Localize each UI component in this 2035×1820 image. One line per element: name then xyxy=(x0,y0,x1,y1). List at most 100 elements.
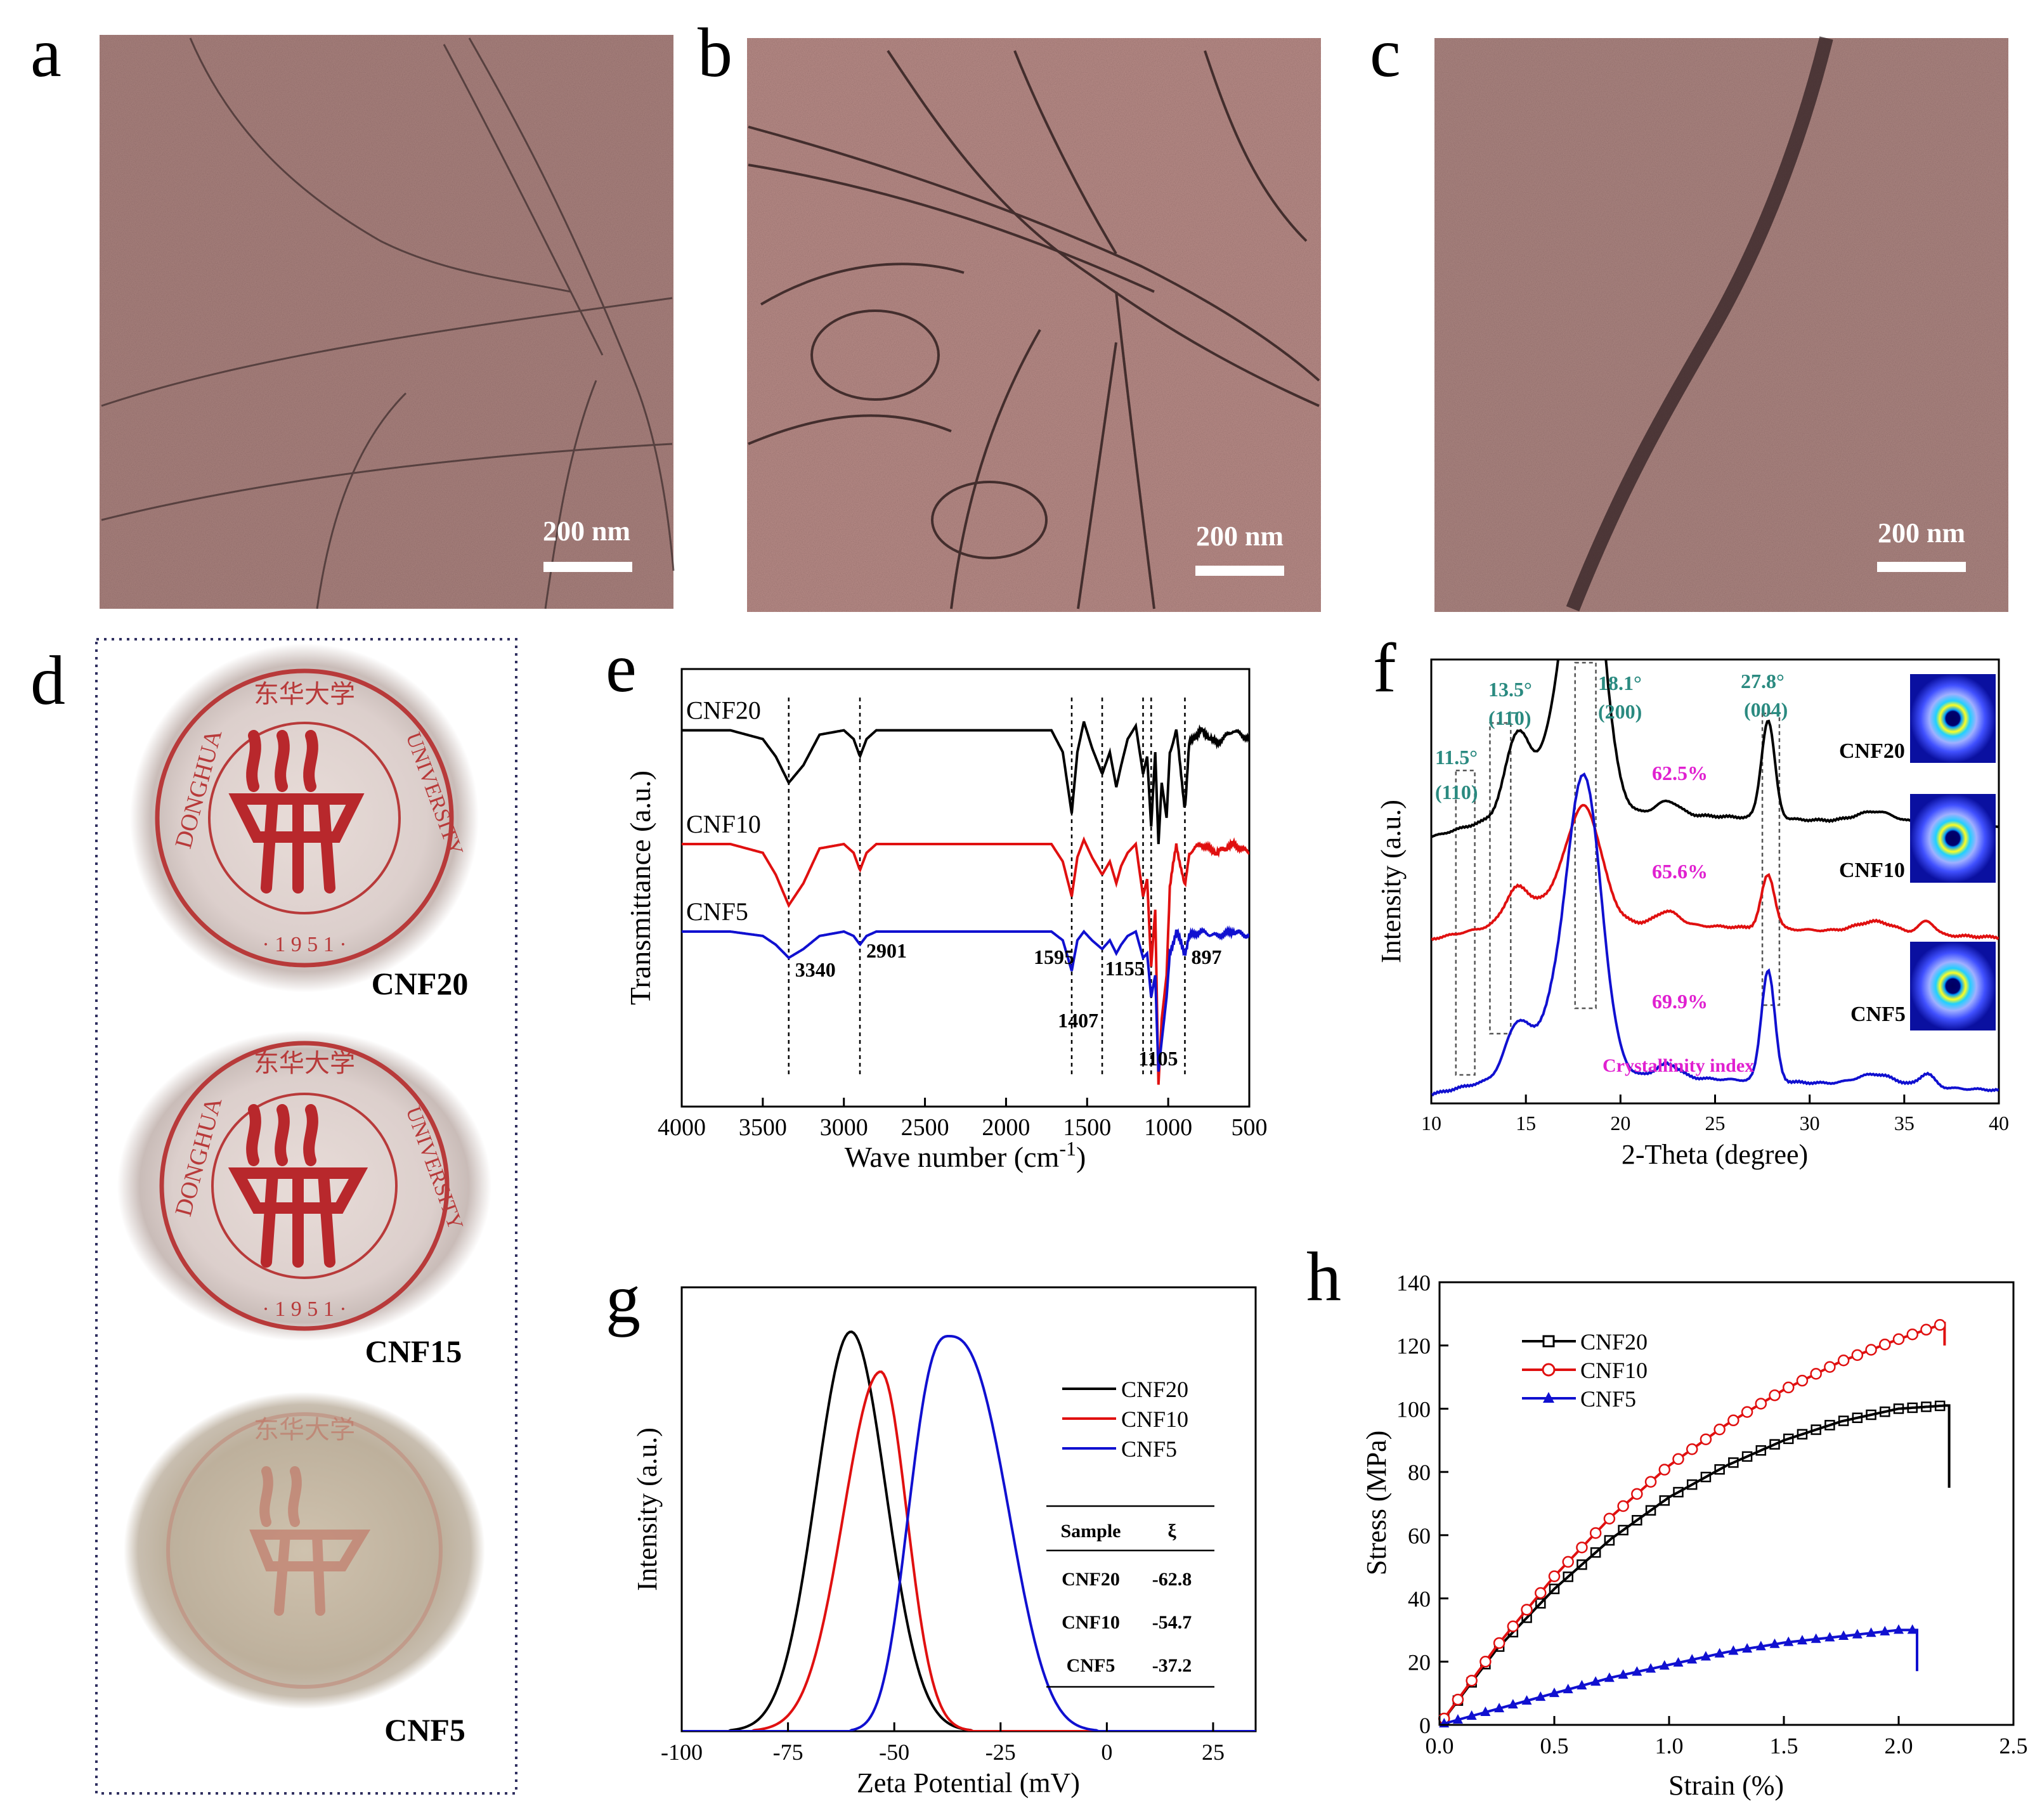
data-point xyxy=(1700,1471,1712,1483)
data-point xyxy=(1658,1464,1671,1476)
data-point xyxy=(1797,1429,1808,1440)
data-point xyxy=(1672,1453,1684,1466)
series-line-cnf20 xyxy=(682,721,1249,845)
data-point xyxy=(1590,1676,1601,1686)
data-point xyxy=(1494,1703,1505,1713)
table-cell: -37.2 xyxy=(1152,1655,1192,1676)
photo-label-cnf20: CNF20 xyxy=(372,966,469,1001)
ylabel-f: Intensity (a.u.) xyxy=(1375,800,1407,963)
data-point xyxy=(1769,1638,1780,1648)
data-point xyxy=(1797,1635,1807,1645)
data-point xyxy=(1535,1587,1547,1599)
y-tick-label: 100 xyxy=(1396,1396,1431,1422)
data-point xyxy=(1769,1439,1780,1450)
data-point xyxy=(1880,1406,1890,1417)
data-point xyxy=(1865,1344,1877,1356)
film-photo-cnf5: 东华大学 CNF5 xyxy=(124,1392,485,1748)
data-point xyxy=(1521,1604,1533,1616)
data-point xyxy=(1563,1684,1573,1694)
data-point xyxy=(1686,1443,1698,1455)
data-point xyxy=(1727,1414,1739,1427)
data-point xyxy=(1892,1333,1905,1345)
y-tick-label: 80 xyxy=(1408,1460,1431,1485)
x-tick-label: 3000 xyxy=(820,1114,868,1141)
data-point xyxy=(1824,1632,1835,1642)
data-point xyxy=(1687,1654,1698,1664)
peak-angle-label: 18.1° xyxy=(1598,672,1642,694)
data-point xyxy=(1728,1457,1739,1468)
data-point xyxy=(1590,1547,1601,1558)
data-point xyxy=(1507,1620,1519,1632)
y-tick-label: 60 xyxy=(1408,1523,1431,1549)
saxs-pattern-cnf5 xyxy=(1910,942,1996,1030)
x-tick-label: -50 xyxy=(879,1739,909,1765)
panel-g: g -100 -75 -50 -25 0 25 CNF20 CNF10 CNF5 Sample… xyxy=(606,1260,1257,1798)
x-tick-label: 1500 xyxy=(1063,1114,1111,1141)
peak-angle-label: 27.8° xyxy=(1741,670,1785,692)
x-tick-label: 15 xyxy=(1516,1112,1536,1134)
data-point xyxy=(1632,1666,1642,1676)
data-point xyxy=(1866,1627,1876,1637)
svg-text:东华大学: 东华大学 xyxy=(254,1415,355,1444)
peak-box xyxy=(1574,661,1597,1010)
series-line-cnf10 xyxy=(682,1370,1256,1731)
series-line-cnf5 xyxy=(682,1335,1256,1731)
data-point xyxy=(1894,1624,1904,1634)
data-point xyxy=(1645,1505,1656,1516)
panel-f: f 10 15 20 25 30 35 40 11.5° (110) 13.5° (11̄0) 18… xyxy=(1373,629,2009,1170)
legend-label: CNF20 xyxy=(1580,1329,1648,1355)
fibrils-b xyxy=(748,49,1320,609)
series-label-cnf5: CNF5 xyxy=(686,897,748,926)
x-tick-label: 10 xyxy=(1421,1112,1441,1134)
x-tick-label: 2000 xyxy=(982,1114,1030,1141)
saxs-insets xyxy=(1910,674,1996,1030)
data-point xyxy=(1577,1680,1587,1690)
data-point xyxy=(1769,1389,1781,1401)
data-point xyxy=(1880,1625,1890,1635)
data-point xyxy=(1837,1354,1850,1367)
x-tick-label: 1.5 xyxy=(1770,1733,1798,1758)
x-tick-label: 0 xyxy=(1101,1739,1112,1765)
legend-label: CNF20 xyxy=(1121,1377,1188,1402)
data-point xyxy=(1783,1433,1794,1445)
data-point xyxy=(1466,1674,1478,1687)
data-point xyxy=(1507,1699,1518,1709)
data-point xyxy=(1659,1495,1670,1506)
data-point xyxy=(1824,1420,1835,1431)
x-tick-label: 1000 xyxy=(1144,1114,1192,1141)
series-line-cnf10 xyxy=(682,836,1249,1085)
data-point xyxy=(1921,1401,1932,1412)
data-point xyxy=(1617,1500,1629,1512)
table-cell: CNF10 xyxy=(1062,1612,1120,1633)
legend-label: CNF10 xyxy=(1121,1407,1188,1432)
data-point xyxy=(1906,1329,1918,1341)
x-tick-label: 500 xyxy=(1232,1114,1268,1141)
panel-letter-a: a xyxy=(30,14,62,91)
data-point xyxy=(1713,1423,1726,1436)
x-tick-label: -100 xyxy=(661,1739,703,1765)
series-line-cnf20 xyxy=(1431,660,1999,838)
data-point xyxy=(1563,1571,1573,1582)
x-tick-label: 25 xyxy=(1705,1112,1726,1134)
ylabel-g: Intensity (a.u.) xyxy=(632,1427,663,1591)
data-point xyxy=(1893,1403,1904,1414)
series-label-cnf20: CNF20 xyxy=(1839,739,1905,763)
peak-annotation: 1105 xyxy=(1138,1047,1178,1070)
scale-bar-a xyxy=(543,562,632,572)
table-header: Sample xyxy=(1060,1521,1121,1542)
peak-plane-label: (110) xyxy=(1435,781,1478,803)
data-point xyxy=(1810,1368,1822,1380)
data-point xyxy=(1782,1381,1795,1394)
data-point xyxy=(1644,1476,1657,1488)
xlabel-h: Strain (%) xyxy=(1668,1770,1784,1801)
data-point xyxy=(1549,1687,1559,1698)
panel-c: c 200 nm xyxy=(1370,14,2008,612)
data-point xyxy=(1700,1433,1712,1445)
panel-b: b 200 nm xyxy=(698,14,1321,612)
plot-frame-e xyxy=(680,668,1251,1108)
data-point xyxy=(1741,1406,1753,1418)
fibril-c xyxy=(1566,36,1833,612)
x-tick-label: -75 xyxy=(773,1739,803,1765)
data-point xyxy=(1686,1479,1698,1490)
series-label-cnf5: CNF5 xyxy=(1850,1003,1906,1026)
